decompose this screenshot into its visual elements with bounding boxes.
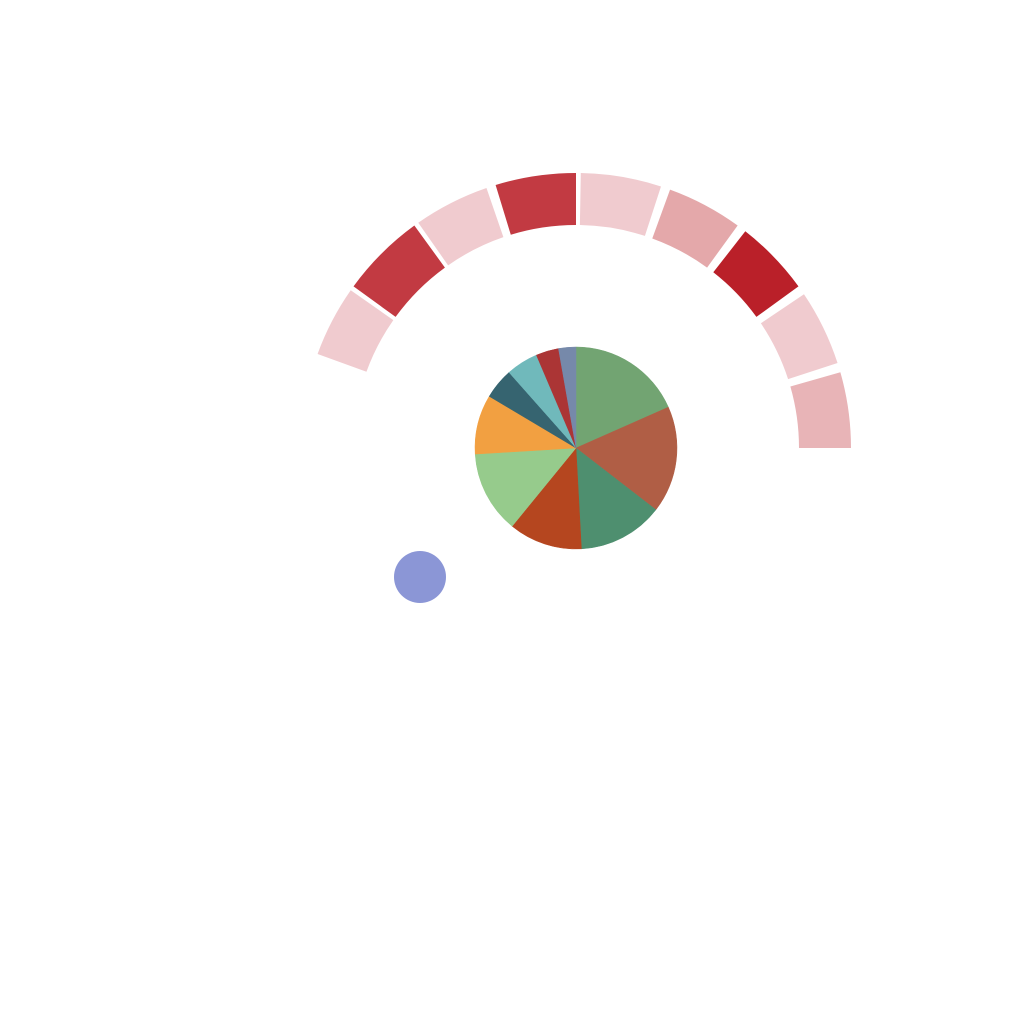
pie-chart xyxy=(474,346,678,550)
pie-slice-2 xyxy=(575,406,678,511)
ring-segment-8 xyxy=(760,294,838,380)
radial-bar-ring xyxy=(317,173,851,448)
ring-segment-4 xyxy=(495,173,576,235)
ring-segment-5 xyxy=(579,173,661,236)
pie-slice-10 xyxy=(558,346,577,449)
ring-segment-3 xyxy=(418,187,504,266)
ring-segment-6 xyxy=(652,189,738,268)
ring-segment-9 xyxy=(790,372,851,448)
scatter-point-1 xyxy=(394,551,446,603)
scatter-points xyxy=(394,551,446,603)
ring-segment-7 xyxy=(713,231,799,317)
pie-slice-3 xyxy=(575,447,657,550)
pie-slice-5 xyxy=(474,447,577,527)
ring-segment-1 xyxy=(317,290,394,372)
ring-segment-2 xyxy=(353,225,445,317)
pie-slice-4 xyxy=(511,447,582,550)
pie-slice-1 xyxy=(575,346,669,449)
